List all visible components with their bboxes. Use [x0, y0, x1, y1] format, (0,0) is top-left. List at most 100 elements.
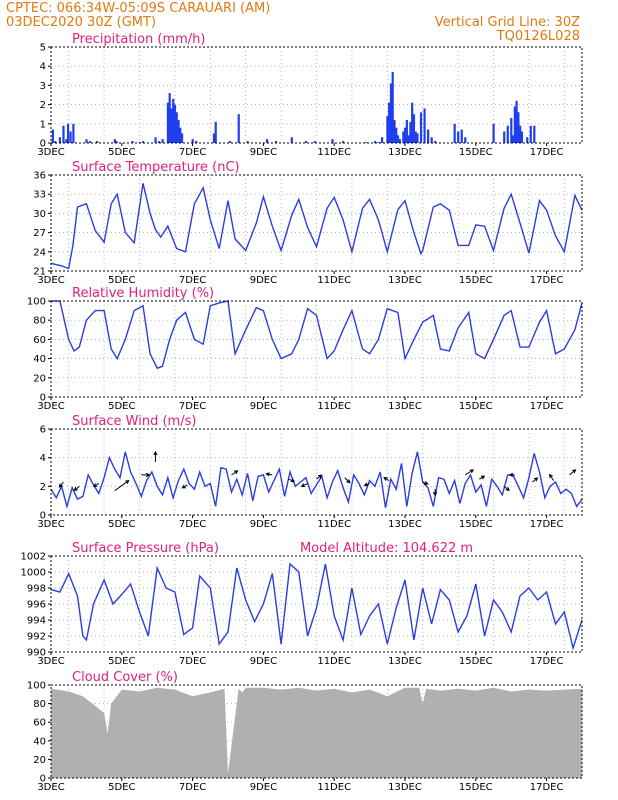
temperature-line: [50, 183, 583, 270]
wind-arrow: [265, 472, 273, 477]
precip-bar: [430, 137, 433, 143]
y-tick-label: 0: [40, 393, 46, 404]
x-tick-label: 5DEC: [108, 401, 135, 412]
y-tick-label: 21: [33, 267, 46, 278]
wind-arrow: [363, 482, 370, 487]
x-tick-label: 17DEC: [530, 401, 564, 412]
x-tick-label: 7DEC: [179, 401, 206, 412]
precip-bar: [166, 102, 170, 143]
precipitation-title: Precipitation (mm/h): [72, 32, 205, 47]
x-tick-label: 7DEC: [179, 782, 206, 793]
cloud-cover-area: [51, 687, 582, 778]
wind-arrow: [231, 470, 239, 476]
x-tick-label: 9DEC: [250, 275, 277, 286]
x-tick-label: 7DEC: [179, 519, 206, 530]
precip-bar: [526, 137, 529, 143]
y-tick-label: 4: [40, 62, 46, 73]
precip-bar: [388, 102, 391, 143]
x-tick-label: 11DEC: [317, 656, 351, 667]
wind-title: Surface Wind (m/s): [72, 414, 196, 429]
precip-bar: [168, 93, 171, 143]
precip-bar: [115, 141, 118, 143]
precip-bar: [85, 139, 88, 143]
precip-bar: [393, 119, 396, 143]
x-tick-label: 17DEC: [530, 275, 564, 286]
wind-panel: 0 2 4 6 3DEC 5DEC 7DEC 9DEC 11DEC 13DEC 15DEC 17DEC…: [37, 414, 583, 530]
x-tick-label: 15DEC: [459, 401, 493, 412]
wind-line: [50, 451, 583, 510]
wind-arrow: [532, 477, 539, 483]
x-tick-label: 9DEC: [250, 519, 277, 530]
panel-frame: [50, 300, 583, 398]
precip-bar: [398, 139, 401, 143]
x-tick-label: 7DEC: [179, 147, 206, 158]
wind-arrow: [181, 484, 188, 489]
temperature-title: Surface Temperature (nC): [72, 160, 240, 175]
location-header: CPTEC: 066:34W-05:09S CARAUARI (AM): [6, 1, 270, 16]
precip-bar: [62, 125, 65, 143]
precip-bar: [265, 139, 269, 143]
precip-bar: [142, 141, 145, 143]
precip-bar: [51, 129, 54, 143]
humidity-line: [51, 300, 583, 370]
precip-bar: [427, 129, 430, 143]
x-tick-label: 5DEC: [108, 275, 135, 286]
wind-arrow: [422, 481, 429, 485]
y-tick-label: 1002: [21, 552, 46, 563]
precip-bar: [402, 131, 405, 143]
precip-bar: [395, 127, 398, 143]
y-tick-label: 80: [33, 699, 46, 710]
precipitation-panel: 0 1 2 3 4 5 3DEC 5DEC 7DEC 9DEC 11DEC 13DEC 15DEC 17D…: [37, 32, 583, 158]
x-tick-label: 15DEC: [459, 147, 493, 158]
precip-bar: [529, 125, 532, 143]
precip-bar: [212, 133, 216, 143]
x-tick-label: 5DEC: [108, 147, 135, 158]
precip-bar: [113, 139, 116, 143]
precip-bar: [290, 137, 293, 143]
x-tick-label: 11DEC: [317, 275, 351, 286]
wind-arrow: [73, 485, 80, 491]
y-tick-label: 2: [40, 100, 46, 111]
y-tick-label: 3: [40, 81, 46, 92]
x-tick-label: 13DEC: [388, 147, 422, 158]
precip-bar: [453, 123, 456, 143]
run-date-header: 03DEC2020 30Z (GMT): [6, 15, 156, 30]
model-altitude-label: Model Altitude: 104.622 m: [300, 541, 473, 556]
y-tick-label: 80: [33, 316, 46, 327]
precip-bar: [195, 141, 198, 143]
x-tick-label: 7DEC: [179, 275, 206, 286]
y-tick-label: 60: [33, 335, 46, 346]
pressure-title: Surface Pressure (hPa): [72, 541, 219, 556]
x-tick-label: 15DEC: [459, 656, 493, 667]
precip-bar: [515, 100, 518, 143]
humidity-title: Relative Humidity (%): [72, 286, 214, 301]
y-tick-label: 6: [40, 425, 46, 436]
wind-arrow: [153, 450, 158, 462]
y-tick-label: 27: [33, 228, 46, 239]
x-tick-label: 17DEC: [530, 147, 564, 158]
x-tick-label: 9DEC: [250, 401, 277, 412]
precip-bar: [170, 108, 173, 143]
precip-bar: [377, 142, 380, 143]
y-tick-label: 100: [27, 681, 46, 692]
precip-bar: [416, 133, 419, 143]
pressure-line: [50, 562, 583, 651]
precip-bar: [419, 112, 423, 143]
x-tick-label: 3DEC: [37, 275, 64, 286]
x-tick-label: 3DEC: [37, 782, 64, 793]
precip-bar: [313, 141, 316, 143]
y-tick-label: 0: [40, 511, 46, 522]
precip-bar: [331, 139, 334, 143]
precip-bar: [157, 141, 161, 143]
wind-arrow: [479, 475, 486, 480]
precip-bar: [131, 141, 134, 143]
y-tick-label: 30: [33, 209, 46, 220]
cloud-cover-panel: 0 20 40 60 80 100 3DEC 5DEC 7DEC 9DEC 11DEC 13DEC 15…: [27, 670, 583, 793]
precip-bar: [54, 141, 57, 143]
x-tick-label: 3DEC: [37, 519, 64, 530]
y-tick-label: 1: [40, 119, 46, 130]
y-tick-label: 20: [33, 755, 46, 766]
precip-bar: [179, 127, 182, 143]
x-tick-label: 11DEC: [317, 519, 351, 530]
